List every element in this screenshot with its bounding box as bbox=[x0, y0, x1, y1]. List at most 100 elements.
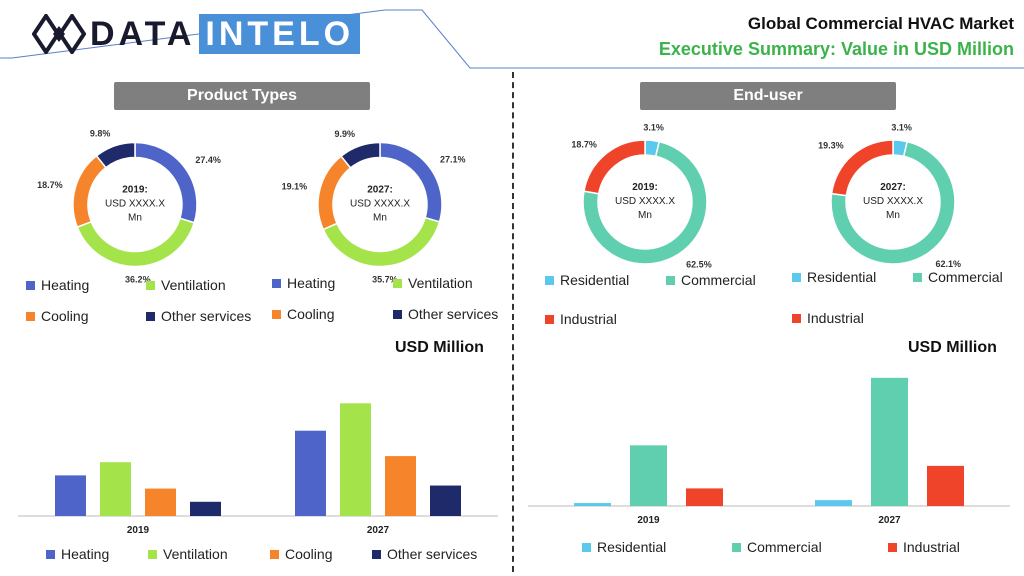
legend-swatch bbox=[272, 278, 281, 288]
donut-center-text: 2027: bbox=[880, 182, 906, 193]
bar-chart-enduser: 2019 2027 bbox=[528, 377, 1010, 526]
legend-residential: Residential bbox=[545, 272, 629, 288]
bar-residential-2019 bbox=[574, 503, 611, 506]
donut-slice-ventilation bbox=[76, 217, 196, 268]
x-tick-label: 2019 bbox=[127, 525, 150, 536]
donut-enduser-2019: 3.1% 62.5% 18.7% 2019: USD XXXX.X Mn bbox=[571, 122, 712, 270]
bar-chart-product: 2019 2027 bbox=[18, 403, 498, 536]
donut-label-other-services: 9.8% bbox=[90, 129, 111, 139]
header-rule bbox=[0, 9, 1024, 69]
x-tick-label: 2027 bbox=[878, 515, 901, 526]
bar-industrial-2027 bbox=[927, 465, 964, 506]
legend-residential: Residential bbox=[582, 539, 666, 555]
section-divider bbox=[512, 72, 514, 572]
unit-label-enduser: USD Million bbox=[908, 339, 997, 356]
donut-center-text: USD XXXX.X bbox=[863, 196, 923, 207]
bar-commercial-2027 bbox=[871, 377, 908, 506]
donut-slice-commercial bbox=[582, 140, 708, 265]
donut-label-cooling: 19.1% bbox=[282, 182, 308, 192]
legend-cooling: Cooling bbox=[270, 546, 332, 562]
donut-slice-cooling bbox=[317, 155, 352, 231]
legend-swatch bbox=[732, 542, 741, 552]
donut-slice-heating bbox=[134, 141, 198, 224]
legend-swatch bbox=[148, 549, 157, 559]
donut-slice-ventilation bbox=[322, 216, 441, 268]
legend-industrial: Industrial bbox=[888, 539, 960, 555]
page-subtitle: Executive Summary: Value in USD Million bbox=[658, 39, 1014, 59]
donut-label-ventilation: 36.2% bbox=[125, 274, 151, 284]
legend-other-services: Other services bbox=[146, 308, 251, 324]
donut-center-text: Mn bbox=[373, 213, 387, 224]
legend-swatch bbox=[545, 314, 554, 324]
legend-swatch bbox=[792, 272, 801, 282]
donut-center-text: USD XXXX.X bbox=[105, 199, 165, 210]
legend-commercial: Commercial bbox=[913, 269, 1003, 285]
legend-swatch bbox=[913, 272, 922, 282]
donut-center-text: 2019: bbox=[122, 185, 148, 196]
logo-text-data: DATA bbox=[90, 14, 196, 53]
legend-swatch bbox=[26, 280, 35, 290]
donut-center-text: 2019: bbox=[632, 182, 658, 193]
donut-slice-cooling bbox=[72, 154, 107, 229]
legend-swatch bbox=[46, 549, 55, 559]
section-product-types: Product Types bbox=[114, 82, 370, 110]
donut-label-industrial: 19.3% bbox=[818, 140, 844, 150]
legend-swatch bbox=[146, 280, 155, 290]
donut-center-text: Mn bbox=[886, 210, 900, 221]
legend-heating: Heating bbox=[26, 277, 89, 293]
donut-slice-commercial bbox=[830, 140, 956, 265]
legend-heating: Heating bbox=[46, 546, 109, 562]
legend-industrial: Industrial bbox=[545, 311, 617, 327]
legend-other-services: Other services bbox=[372, 546, 477, 562]
unit-label-product: USD Million bbox=[395, 339, 484, 356]
x-tick-label: 2019 bbox=[637, 515, 660, 526]
legend-residential: Residential bbox=[792, 269, 876, 285]
donut-slice-other-services bbox=[95, 141, 136, 169]
legend-heating: Heating bbox=[272, 275, 335, 291]
bar-cooling-2027 bbox=[385, 456, 416, 516]
bar-industrial-2019 bbox=[686, 488, 723, 506]
donut-label-other-services: 9.9% bbox=[335, 129, 356, 139]
donut-label-cooling: 18.7% bbox=[37, 180, 63, 190]
section-end-user: End-user bbox=[640, 82, 896, 110]
donut-center-text: 2027: bbox=[367, 185, 393, 196]
donut-label-commercial: 62.1% bbox=[935, 259, 961, 269]
legend-swatch bbox=[372, 549, 381, 559]
donut-label-residential: 3.1% bbox=[643, 122, 664, 132]
legend-swatch bbox=[545, 275, 554, 285]
donut-slice-industrial bbox=[830, 139, 894, 197]
donut-center-text: Mn bbox=[128, 213, 142, 224]
bar-ventilation-2019 bbox=[100, 462, 131, 516]
logo-text-intelo: INTELO bbox=[199, 14, 361, 54]
legend-swatch bbox=[270, 549, 279, 559]
page-title: Global Commercial HVAC Market bbox=[747, 14, 1014, 33]
legend-swatch bbox=[393, 309, 402, 319]
x-tick-label: 2027 bbox=[367, 525, 390, 536]
legend-industrial: Industrial bbox=[792, 310, 864, 326]
donut-label-residential: 3.1% bbox=[891, 122, 912, 132]
donut-product-2027: 27.1% 35.7% 19.1% 9.9% 2027: USD XXXX.X Mn bbox=[282, 129, 466, 285]
legend-ventilation: Ventilation bbox=[148, 546, 228, 562]
donut-label-heating: 27.4% bbox=[195, 155, 221, 165]
legend-swatch bbox=[888, 542, 897, 552]
legend-swatch bbox=[26, 311, 35, 321]
donut-enduser-2027: 3.1% 62.1% 19.3% 2027: USD XXXX.X Mn bbox=[818, 122, 961, 269]
bar-cooling-2019 bbox=[145, 488, 176, 516]
legend-swatch bbox=[393, 278, 402, 288]
logo: DATA INTELO bbox=[32, 14, 361, 54]
donut-label-commercial: 62.5% bbox=[686, 260, 712, 270]
bar-other-services-2027 bbox=[430, 485, 461, 516]
donut-slice-heating bbox=[379, 141, 443, 223]
legend-cooling: Cooling bbox=[26, 308, 88, 324]
donut-center-text: USD XXXX.X bbox=[350, 199, 410, 210]
legend-swatch bbox=[272, 309, 281, 319]
donut-center-text: USD XXXX.X bbox=[615, 196, 675, 207]
bar-ventilation-2027 bbox=[340, 403, 371, 516]
bar-heating-2027 bbox=[295, 430, 326, 516]
legend-swatch bbox=[146, 311, 155, 321]
donut-center-text: Mn bbox=[638, 210, 652, 221]
legend-cooling: Cooling bbox=[272, 306, 334, 322]
legend-swatch bbox=[792, 313, 801, 323]
bar-heating-2019 bbox=[55, 475, 86, 516]
legend-commercial: Commercial bbox=[666, 272, 756, 288]
